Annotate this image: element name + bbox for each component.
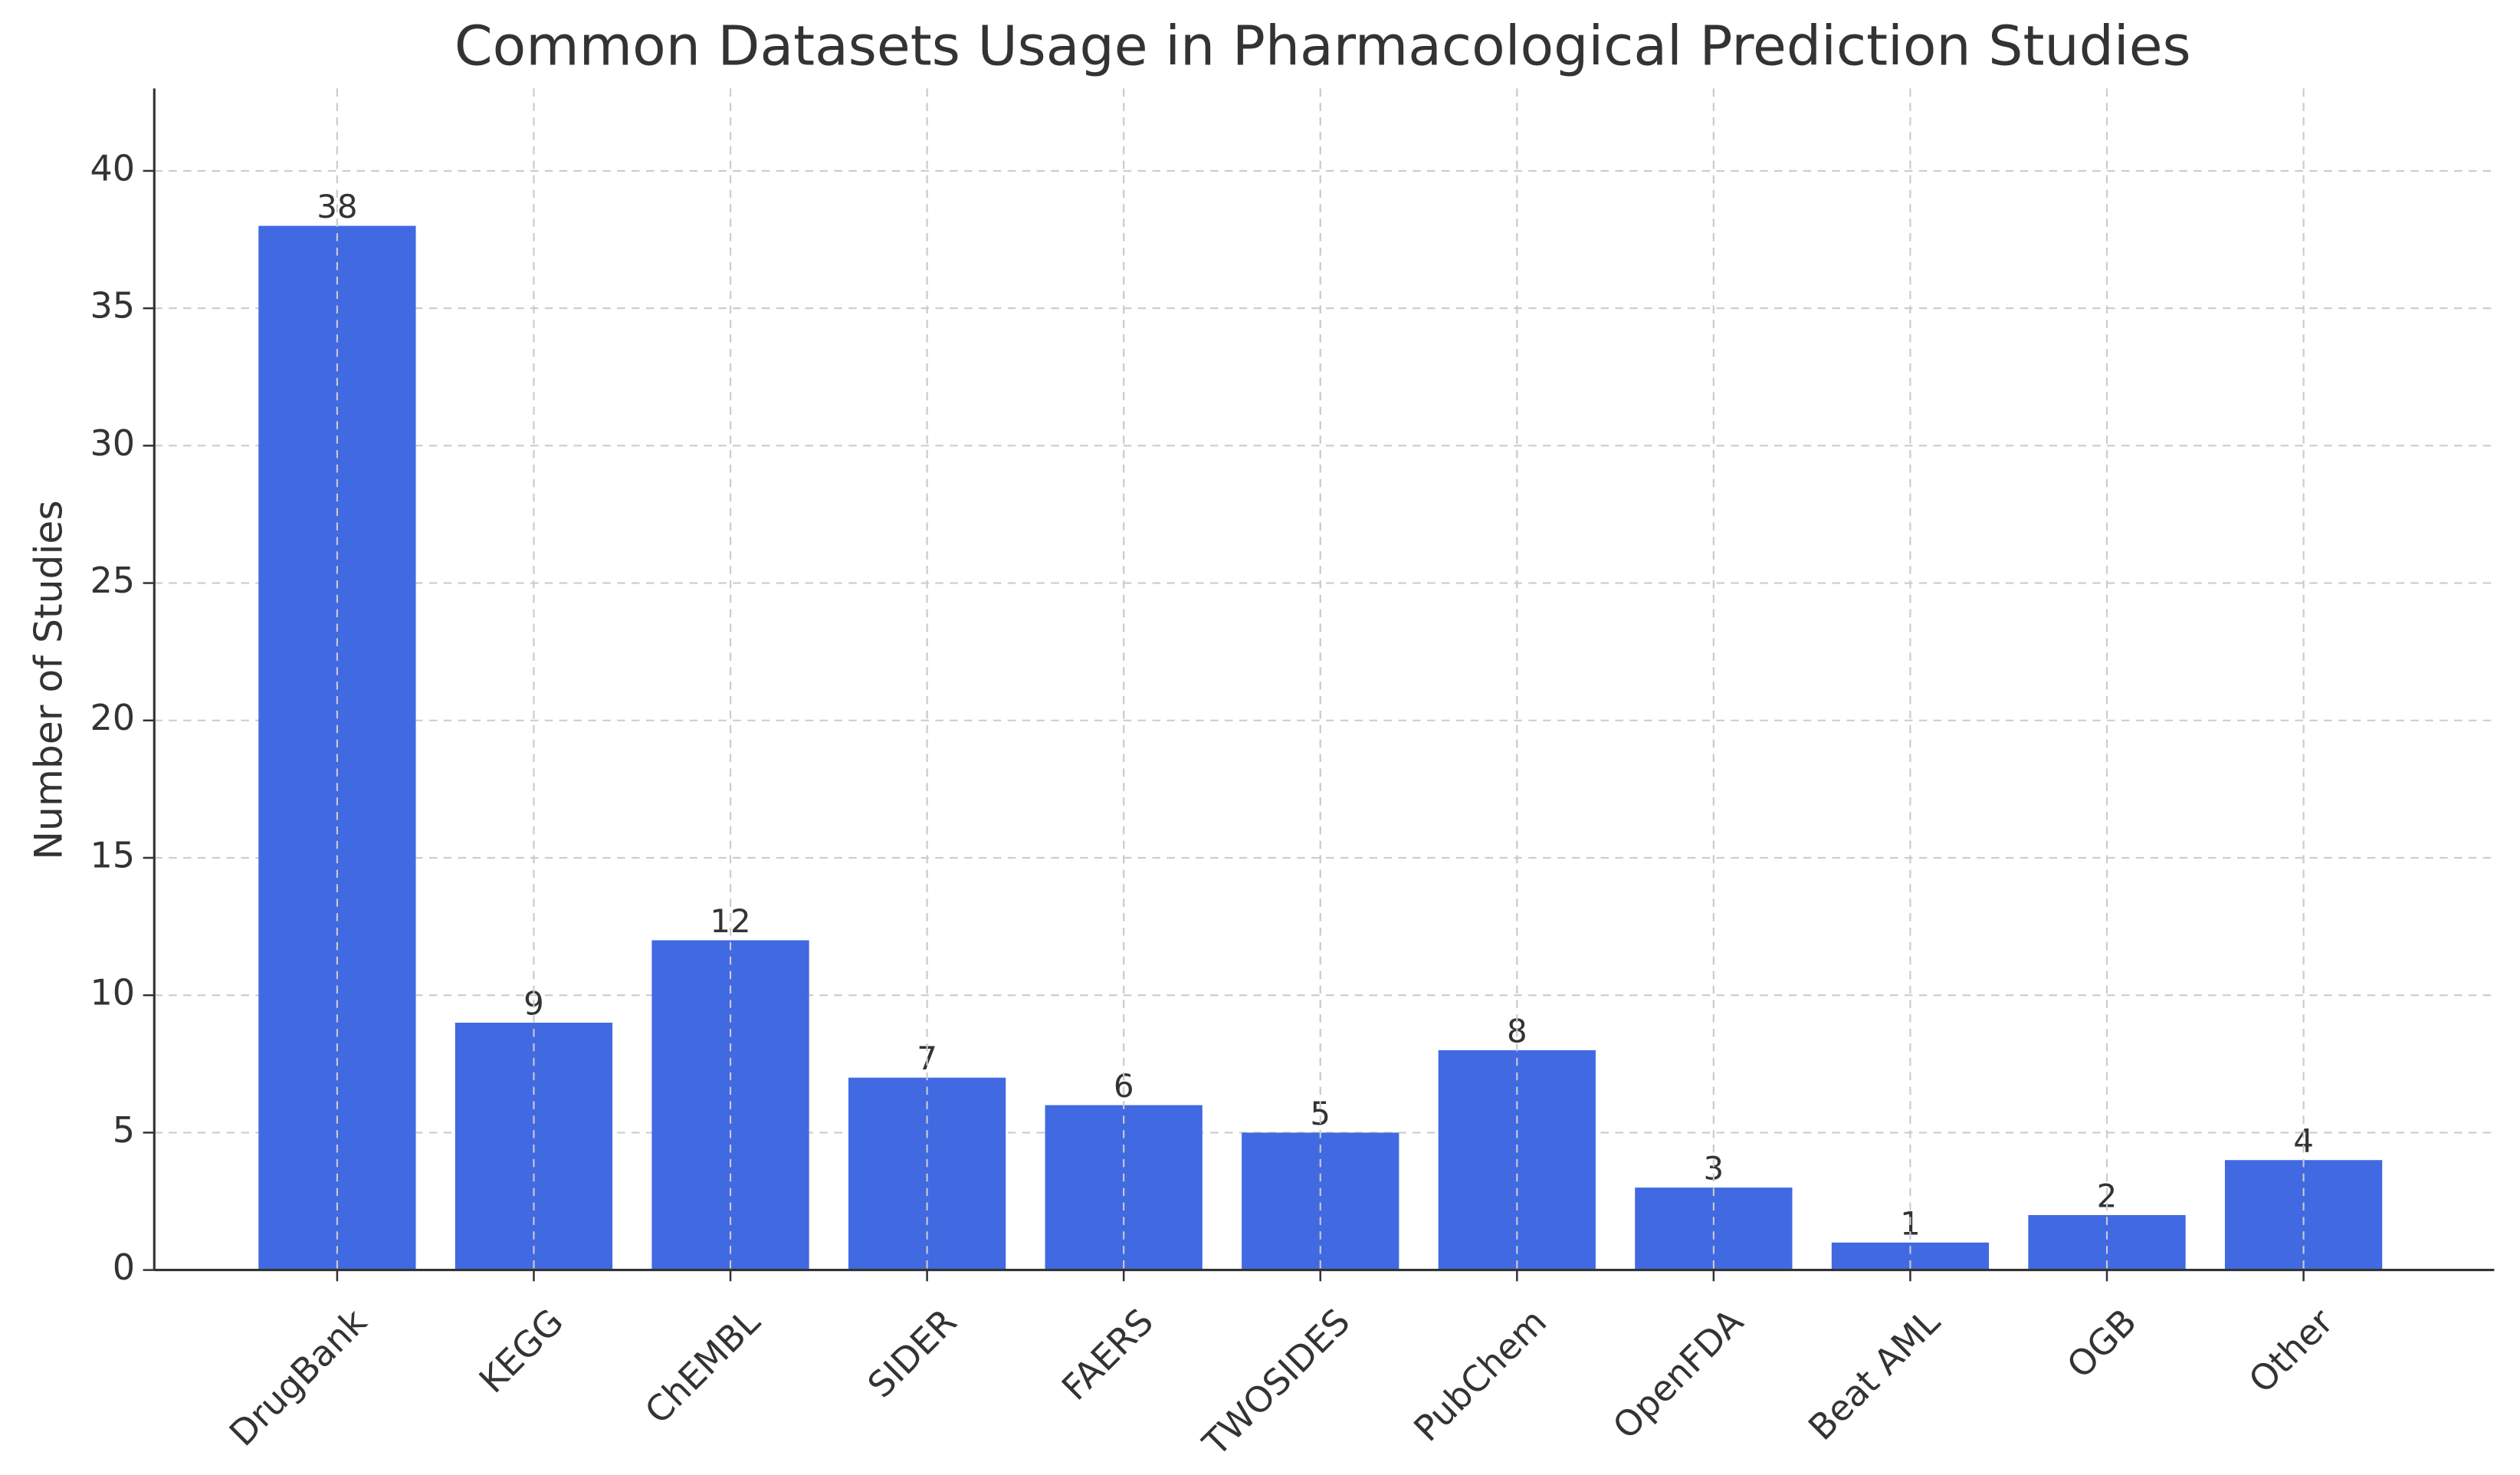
y-tick-label: 40 [90, 147, 135, 189]
x-tick-label: OGB [2059, 1301, 2144, 1387]
y-tick-label: 35 [90, 285, 135, 327]
x-tick-label: FAERS [1054, 1301, 1161, 1408]
x-tick-label: OpenFDA [1605, 1300, 1751, 1447]
x-tick-label: Other [2241, 1301, 2341, 1401]
x-tick-label: PubChem [1406, 1301, 1554, 1450]
data-label: 4 [2293, 1122, 2314, 1160]
x-tick-label: SIDER [860, 1301, 965, 1406]
x-tick-label: TWOSIDES [1194, 1301, 1357, 1464]
x-tick-label: KEGG [471, 1301, 572, 1401]
x-tick-label: Beat AML [1800, 1300, 1948, 1448]
data-label: 5 [1310, 1095, 1331, 1132]
y-tick-label: 20 [90, 697, 135, 738]
x-tick-label: ChEMBL [637, 1300, 768, 1431]
bar [1045, 1105, 1203, 1270]
y-tick-label: 10 [90, 972, 135, 1013]
x-tick-label: DrugBank [221, 1300, 375, 1454]
y-tick-label: 25 [90, 560, 135, 601]
y-axis-label: Number of Studies [26, 500, 71, 859]
y-tick-label: 30 [90, 422, 135, 464]
chart-title: Common Datasets Usage in Pharmacological… [454, 15, 2191, 78]
bar [1635, 1188, 1793, 1270]
y-tick-label: 5 [113, 1109, 135, 1151]
y-tick-label: 15 [90, 834, 135, 875]
y-tick-label: 0 [113, 1247, 135, 1288]
